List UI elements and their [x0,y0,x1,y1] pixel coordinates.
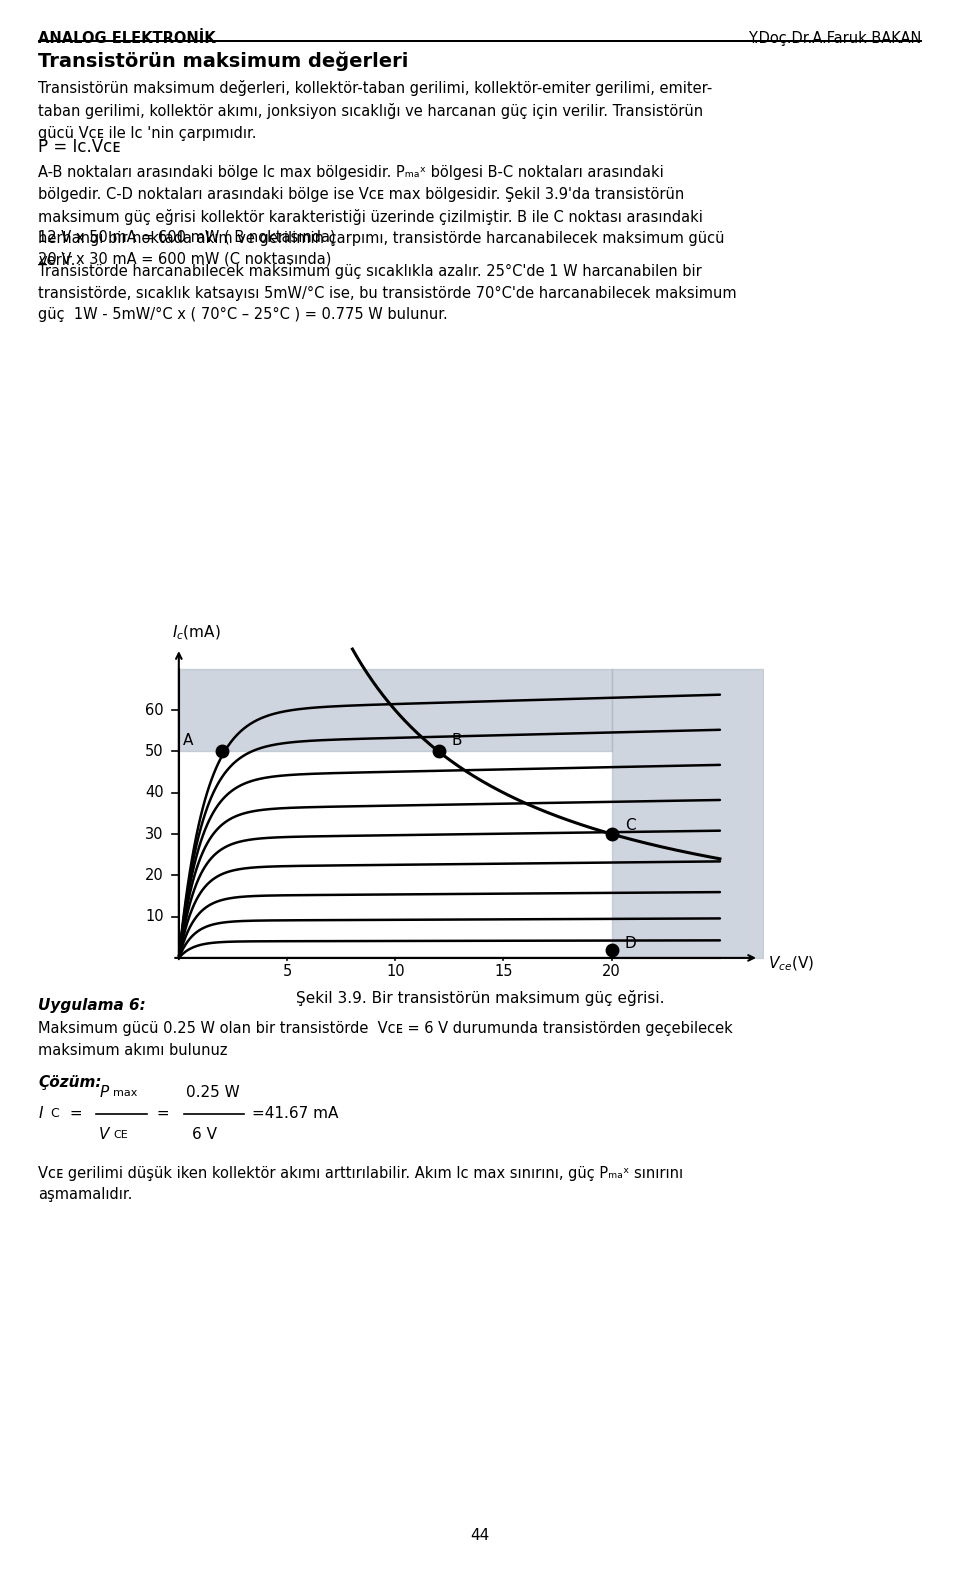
Text: 30: 30 [145,826,163,842]
Text: 60: 60 [145,702,163,718]
Text: 50: 50 [145,745,163,759]
Text: max: max [113,1087,137,1098]
Text: A-B noktaları arasındaki bölge Iᴄ max bölgesidir. Pₘₐˣ bölgesi B-C noktaları ara: A-B noktaları arasındaki bölge Iᴄ max bö… [38,165,725,269]
Text: P: P [99,1086,108,1100]
Text: Transistörde harcanabilecek maksimum güç sıcaklıkla azalır. 25°C'de 1 W harcanab: Transistörde harcanabilecek maksimum güç… [38,264,737,322]
Text: C: C [625,818,636,833]
Text: CE: CE [113,1130,128,1141]
Text: 20: 20 [145,867,163,883]
Text: 0.25 W: 0.25 W [186,1086,240,1100]
Text: =41.67 mA: =41.67 mA [252,1106,339,1122]
Text: 44: 44 [470,1527,490,1543]
Text: 5: 5 [282,965,292,979]
Text: Transistörün maksimum değerleri: Transistörün maksimum değerleri [38,52,409,71]
Text: Maksimum gücü 0.25 W olan bir transistörde  Vᴄᴇ = 6 V durumunda transistörden ge: Maksimum gücü 0.25 W olan bir transistör… [38,1021,733,1057]
Text: I: I [38,1106,43,1122]
Text: ANALOG ELEKTRONİK: ANALOG ELEKTRONİK [38,31,216,47]
Text: D: D [625,936,636,950]
Text: 20: 20 [602,965,621,979]
Text: 15: 15 [494,965,513,979]
Text: 6 V: 6 V [192,1128,217,1142]
Text: Şekil 3.9. Bir transistörün maksimum güç eğrisi.: Şekil 3.9. Bir transistörün maksimum güç… [296,990,664,1005]
Text: Vᴄᴇ gerilimi düşük iken kollektör akımı arttırılabilir. Akım Iᴄ max sınırını, gü: Vᴄᴇ gerilimi düşük iken kollektör akımı … [38,1166,684,1202]
Text: $V_{ce}$(V): $V_{ce}$(V) [768,955,814,974]
Text: V: V [99,1128,109,1142]
Text: P = Iᴄ.Vᴄᴇ: P = Iᴄ.Vᴄᴇ [38,138,121,156]
Text: Çözüm:: Çözüm: [38,1075,102,1090]
Text: 10: 10 [386,965,404,979]
Text: $I_c$(mA): $I_c$(mA) [173,624,221,643]
Text: Transistörün maksimum değerleri, kollektör-taban gerilimi, kollektör-emiter geri: Transistörün maksimum değerleri, kollekt… [38,80,712,141]
Text: =: = [65,1106,83,1122]
Text: Uygulama 6:: Uygulama 6: [38,998,146,1013]
Text: B: B [451,734,462,748]
Text: C: C [50,1108,59,1120]
Text: Y.Doç.Dr.A.Faruk BAKAN: Y.Doç.Dr.A.Faruk BAKAN [748,31,922,47]
Text: 10: 10 [145,910,163,924]
Text: 40: 40 [145,786,163,800]
Text: A: A [183,734,194,748]
Text: 12 V x 50 mA = 600 mW ( B noktasında)
20 V x 30 mA = 600 mW (C noktasında): 12 V x 50 mA = 600 mW ( B noktasında) 20… [38,229,336,267]
Text: =: = [152,1106,170,1122]
